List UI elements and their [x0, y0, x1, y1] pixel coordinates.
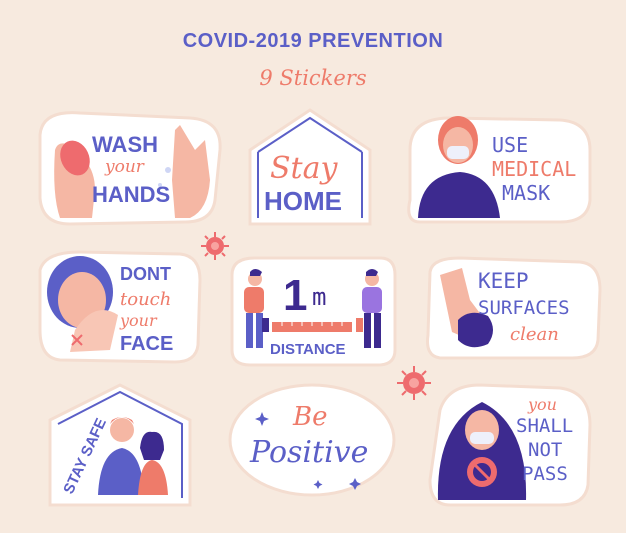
positive-text: Positive: [249, 435, 368, 470]
distance-unit: m: [312, 283, 326, 311]
page-subtitle: 9 Stickers: [259, 66, 367, 90]
wash-text: WASH: [92, 132, 158, 157]
be-text: Be: [292, 402, 328, 432]
soap-icon: [60, 140, 90, 176]
home-text: HOME: [264, 186, 342, 216]
face-touch-icon: [47, 256, 118, 352]
pass-text: PASS: [522, 463, 568, 485]
sticker-shall-not-pass[interactable]: you SHALL NOT PASS: [428, 383, 592, 507]
sticker-distance[interactable]: 1 m DISTANCE: [230, 256, 397, 367]
ruler-bar: [272, 322, 352, 332]
left-hand-icon: [54, 140, 95, 218]
keep-text: KEEP: [478, 269, 529, 293]
clean-text: clean: [510, 324, 559, 345]
couple-icon: [98, 417, 168, 495]
distance-number: 1: [283, 271, 307, 320]
virus-icon: [397, 366, 431, 400]
sticker-stay-home[interactable]: Stay HOME: [248, 108, 372, 226]
virus-icon: [201, 232, 229, 260]
you-text: you: [527, 395, 557, 414]
medical-text: MEDICAL: [492, 157, 576, 181]
sticker-stay-safe[interactable]: STAY SAFE: [48, 383, 192, 507]
person-left-icon: [244, 269, 269, 348]
page-title: COVID-2019 PREVENTION: [182, 30, 444, 52]
your-text: your: [104, 157, 145, 177]
mask-text: MASK: [502, 181, 550, 205]
sticker-dont-touch[interactable]: DONT touch your FACE: [38, 250, 202, 364]
hands-text: HANDS: [92, 182, 170, 207]
touch-text: touch: [120, 289, 171, 310]
woman-mask-icon: [418, 116, 500, 218]
sticker-keep-surfaces[interactable]: KEEP SURFACES clean: [426, 256, 602, 360]
sticker-wash-hands[interactable]: WASH your HANDS: [38, 111, 222, 226]
person-right-icon: [356, 269, 382, 348]
sticker-medical-mask[interactable]: USE MEDICAL MASK: [407, 116, 592, 224]
dont-text: DONT: [120, 264, 171, 284]
hand-wipe-icon: [440, 268, 493, 348]
not-text: NOT: [528, 439, 562, 461]
sparkle-icon: [255, 412, 361, 490]
stay-text: Stay: [270, 151, 338, 186]
sticker-be-positive[interactable]: Be Positive: [228, 383, 396, 497]
shall-text: SHALL: [516, 415, 573, 437]
right-hand-icon: [172, 125, 210, 218]
roof-icon: [57, 390, 183, 498]
use-text: USE: [492, 133, 528, 157]
hooded-person-icon: [437, 402, 527, 500]
distance-label: DISTANCE: [270, 341, 346, 358]
your-text-2: your: [119, 311, 158, 330]
face-text: FACE: [120, 333, 173, 355]
roof-icon: [257, 116, 363, 153]
surfaces-text: SURFACES: [478, 297, 570, 319]
